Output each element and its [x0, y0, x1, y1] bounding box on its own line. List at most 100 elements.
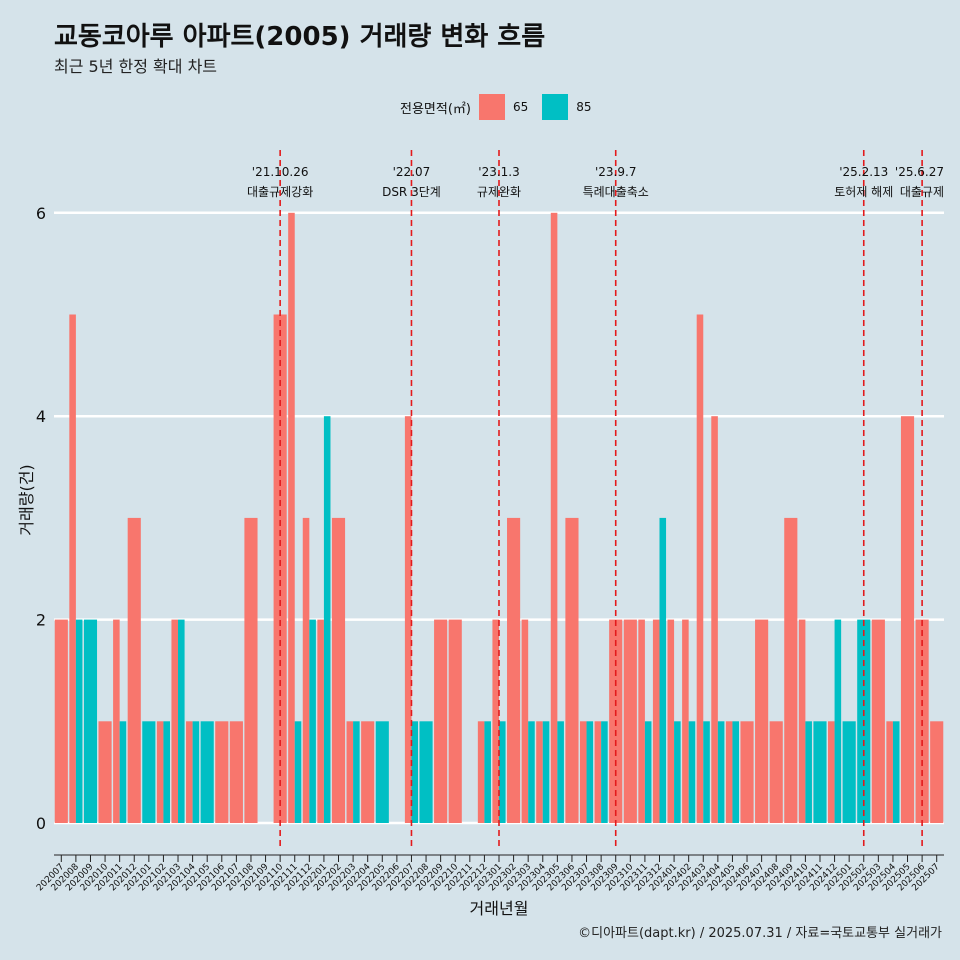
y-tick-label-6: 6 — [36, 204, 46, 223]
bar-65-202403 — [696, 314, 704, 823]
event-label-2: 규제완화 — [477, 185, 521, 199]
bar-65-202204 — [361, 721, 375, 823]
legend-swatch-85 — [542, 94, 569, 120]
bar-65-202106 — [215, 721, 229, 823]
bar-65-202008 — [69, 314, 76, 823]
bar-65-202007 — [54, 619, 68, 823]
bar-85-202304 — [542, 721, 550, 823]
bar-85-202101 — [142, 721, 156, 823]
bar-65-202202 — [331, 517, 346, 823]
bar-65-202108 — [244, 517, 258, 823]
bar-85-202405 — [732, 721, 740, 823]
bar-65-202408 — [769, 721, 783, 823]
bar-85-202208 — [419, 721, 433, 823]
bar-85-202104 — [192, 721, 200, 823]
bar-85-202102 — [163, 721, 170, 823]
bar-65-202110 — [273, 314, 287, 823]
bar-65-202307 — [579, 721, 587, 823]
bar-85-202008 — [75, 619, 83, 823]
bar-65-202503 — [871, 619, 885, 823]
bar-85-202301 — [499, 721, 506, 823]
bar-85-202103 — [178, 619, 185, 823]
bar-65-202505 — [900, 416, 915, 823]
bar-65-202207 — [404, 416, 412, 823]
bar-65-202303 — [521, 619, 529, 823]
bar-85-202402 — [688, 721, 696, 823]
bar-85-202111 — [294, 721, 302, 823]
bar-65-202201 — [317, 619, 324, 823]
bar-65-202305 — [550, 212, 558, 824]
y-tick-label-0: 0 — [36, 814, 46, 833]
bar-65-202311 — [638, 619, 645, 823]
bar-85-202308 — [601, 721, 608, 823]
bar-85-202203 — [353, 721, 360, 823]
bar-65-202410 — [798, 619, 806, 823]
bar-85-202009 — [83, 619, 98, 823]
event-date-4: '25.2.13 — [839, 165, 888, 179]
y-axis-title: 거래량(건) — [17, 464, 36, 535]
bar-65-202302 — [507, 517, 521, 823]
bar-85-202411 — [813, 721, 827, 823]
bar-65-202409 — [784, 517, 798, 823]
source-caption: ©디아파트(dapt.kr) / 2025.07.31 / 자료=국토교통부 실… — [578, 926, 942, 941]
bar-65-202402 — [682, 619, 689, 823]
event-label-5: 대출규제 — [900, 185, 944, 199]
bar-85-202501 — [842, 721, 856, 823]
event-date-0: '21.10.26 — [252, 165, 309, 179]
bar-65-202010 — [98, 721, 112, 823]
event-label-3: 특례대출축소 — [583, 185, 649, 199]
legend-label-65: 65 — [512, 100, 529, 114]
bar-85-202401 — [674, 721, 681, 823]
event-label-0: 대출규제강화 — [247, 185, 313, 199]
bar-65-202203 — [346, 721, 354, 823]
bar-65-202504 — [886, 721, 893, 823]
bar-65-202301 — [492, 619, 499, 823]
bar-65-202112 — [302, 517, 310, 823]
event-date-3: '23.9.7 — [595, 165, 636, 179]
legend-swatch-65 — [478, 94, 505, 120]
bar-65-202209 — [434, 619, 448, 823]
bar-65-202304 — [536, 721, 543, 823]
bar-65-202401 — [667, 619, 675, 823]
event-date-5: '25.6.27 — [895, 165, 944, 179]
bar-85-202105 — [200, 721, 214, 823]
bar-85-202504 — [892, 721, 900, 823]
bar-85-202403 — [703, 721, 710, 823]
bar-85-202011 — [119, 721, 127, 823]
bar-85-202212 — [484, 721, 491, 823]
bar-65-202306 — [565, 517, 579, 823]
bar-85-202207 — [411, 721, 419, 823]
bar-65-202404 — [711, 416, 718, 823]
event-date-2: '23.1.3 — [478, 165, 519, 179]
bar-65-202104 — [186, 721, 193, 823]
bar-65-202103 — [171, 619, 179, 823]
bar-65-202507 — [930, 721, 944, 823]
bar-85-202311 — [644, 721, 652, 823]
bar-85-202303 — [528, 721, 535, 823]
y-tick-label-4: 4 — [36, 407, 46, 426]
legend-title: 전용면적(㎡) — [400, 101, 471, 117]
x-axis-title: 거래년월 — [470, 899, 529, 918]
bar-65-202212 — [477, 721, 485, 823]
bar-65-202406 — [740, 721, 754, 823]
bar-65-202407 — [755, 619, 769, 823]
bar-85-202201 — [323, 416, 331, 823]
event-label-4: 토허제 해제 — [834, 185, 893, 199]
bar-65-202102 — [156, 721, 164, 823]
bar-65-202405 — [725, 721, 733, 823]
bar-65-202210 — [448, 619, 462, 823]
bar-65-202412 — [828, 721, 835, 823]
bar-85-202305 — [557, 721, 564, 823]
event-date-1: '22.07 — [393, 165, 431, 179]
bar-65-202308 — [594, 721, 602, 823]
bar-85-202307 — [586, 721, 594, 823]
chart-subtitle: 최근 5년 한정 확대 차트 — [54, 57, 218, 76]
bar-85-202205 — [375, 721, 389, 823]
chart-title: 교동코아루 아파트(2005) 거래량 변화 흐름 — [54, 22, 546, 52]
bar-85-202112 — [309, 619, 316, 823]
bar-65-202107 — [229, 721, 243, 823]
bar-85-202404 — [717, 721, 725, 823]
bar-65-202011 — [113, 619, 120, 823]
bar-85-202410 — [805, 721, 812, 823]
